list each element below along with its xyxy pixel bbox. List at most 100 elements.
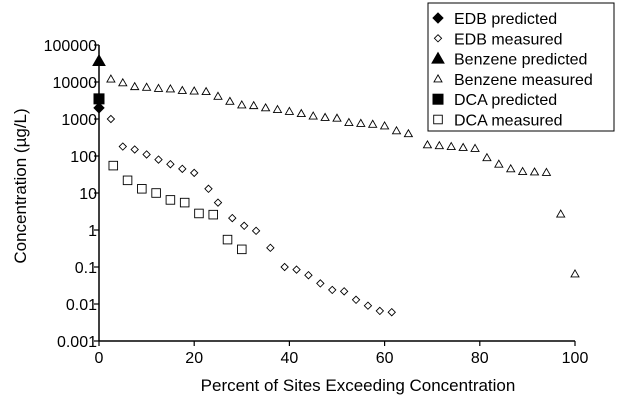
benzene-measured-point [494, 159, 504, 168]
benzene-measured-point [153, 83, 164, 92]
benzene-measured-point [248, 100, 259, 110]
edb-measured-point [106, 114, 116, 124]
y-tick-label: 0.001 [57, 334, 97, 351]
benzene-measured-point [106, 74, 116, 83]
edb-measured-point [118, 142, 128, 151]
benzene-measured-point [308, 111, 318, 120]
edb-measured-point [328, 285, 337, 295]
legend-marker-benzene-measured [433, 73, 443, 83]
dca-measured-point [179, 197, 190, 208]
legend-label-edb-measured: EDB measured [454, 31, 563, 48]
dca-measured-point [108, 160, 119, 171]
y-tick-label: 0.1 [75, 260, 97, 277]
data-marks [92, 53, 580, 317]
dca-measured-point [137, 184, 147, 194]
series-dca-measured [108, 160, 247, 255]
series-benzene-measured [106, 74, 580, 278]
benzene-predicted-point [92, 53, 106, 66]
x-axis-label: Percent of Sites Exceeding Concentration [201, 376, 516, 395]
benzene-measured-point [201, 86, 211, 96]
benzene-measured-point [129, 81, 140, 91]
legend-marker-benzene-predicted [431, 51, 445, 64]
benzene-measured-point [189, 86, 199, 95]
dca-measured-point [237, 244, 247, 255]
edb-measured-point [178, 164, 187, 174]
y-tick-label: 100000 [44, 38, 97, 55]
x-tick-label: 0 [95, 350, 104, 367]
axes: 0.001 0.01 0.1 1 10 100 1000 10000 100000 0 20 40 60… [44, 38, 589, 367]
legend-label-dca-measured: DCA measured [454, 113, 563, 130]
edb-measured-point [130, 145, 139, 154]
dca-measured-point [194, 208, 204, 219]
dca-measured-point [222, 234, 233, 245]
x-tick-label: 100 [562, 350, 589, 367]
benzene-measured-point [517, 166, 528, 175]
legend-marker-edb-measured [433, 34, 443, 43]
benzene-measured-point [332, 113, 342, 122]
benzene-measured-point [177, 85, 188, 94]
benzene-measured-point [570, 269, 580, 278]
y-axis-label: Concentration (µg/L) [11, 108, 30, 263]
benzene-measured-point [296, 108, 307, 118]
edb-measured-point [351, 295, 361, 305]
dca-measured-point [165, 195, 176, 205]
benzene-measured-point [470, 143, 480, 152]
edb-measured-point [375, 306, 385, 316]
benzene-measured-point [225, 96, 235, 105]
dca-measured-point [122, 175, 133, 186]
y-tick-label: 0.01 [66, 297, 97, 314]
edb-measured-point [316, 279, 325, 288]
edb-measured-point [239, 221, 249, 231]
edb-measured-point [251, 226, 261, 236]
benzene-measured-point [367, 119, 378, 128]
benzene-measured-point [165, 84, 176, 93]
benzene-measured-point [458, 142, 468, 151]
x-tick-label: 80 [471, 350, 489, 367]
benzene-measured-point [284, 106, 295, 115]
edb-measured-point [213, 198, 223, 207]
legend-marker-dca-predicted [432, 93, 444, 105]
y-tick-label: 1 [88, 223, 97, 240]
benzene-measured-point [446, 141, 457, 151]
edb-measured-point [363, 301, 373, 310]
edb-measured-point [266, 243, 275, 253]
benzene-measured-point [379, 121, 390, 130]
legend: EDB predicted EDB measured Benzene predict… [427, 2, 615, 132]
edb-measured-point [339, 287, 349, 296]
edb-measured-point [154, 155, 163, 164]
dca-measured-point [151, 188, 161, 198]
benzene-measured-point [505, 163, 516, 173]
legend-label-benzene-predicted: Benzene predicted [454, 52, 587, 69]
benzene-measured-point [541, 167, 552, 176]
benzene-measured-point [529, 167, 540, 176]
dca-measured-point [208, 209, 218, 220]
benzene-measured-point [141, 82, 152, 91]
legend-box [427, 2, 615, 132]
edb-measured-point [189, 168, 199, 178]
benzene-measured-point [344, 117, 354, 127]
edb-measured-point [166, 159, 175, 169]
series-dca-predicted [93, 93, 105, 105]
legend-marker-edb-predicted [432, 12, 444, 24]
edb-measured-point [304, 270, 313, 280]
series-edb-measured [106, 114, 396, 317]
benzene-measured-point [422, 139, 433, 149]
x-tick-label: 40 [281, 350, 299, 367]
benzene-measured-point [118, 77, 128, 87]
edb-measured-point [142, 150, 151, 159]
edb-measured-point [204, 184, 213, 194]
edb-measured-point [387, 307, 396, 317]
y-tick-label: 1000 [61, 112, 97, 129]
benzene-measured-point [356, 118, 366, 127]
legend-marker-dca-measured [433, 114, 443, 125]
y-tick-label: 10 [79, 186, 97, 203]
edb-measured-point [228, 213, 237, 223]
series-edb-predicted [93, 102, 105, 114]
legend-label-benzene-measured: Benzene measured [454, 72, 593, 89]
benzene-measured-point [482, 152, 492, 162]
legend-label-dca-predicted: DCA predicted [454, 92, 557, 109]
edb-measured-point [280, 262, 289, 272]
benzene-measured-point [237, 100, 247, 109]
dca-predicted-point [93, 93, 105, 105]
